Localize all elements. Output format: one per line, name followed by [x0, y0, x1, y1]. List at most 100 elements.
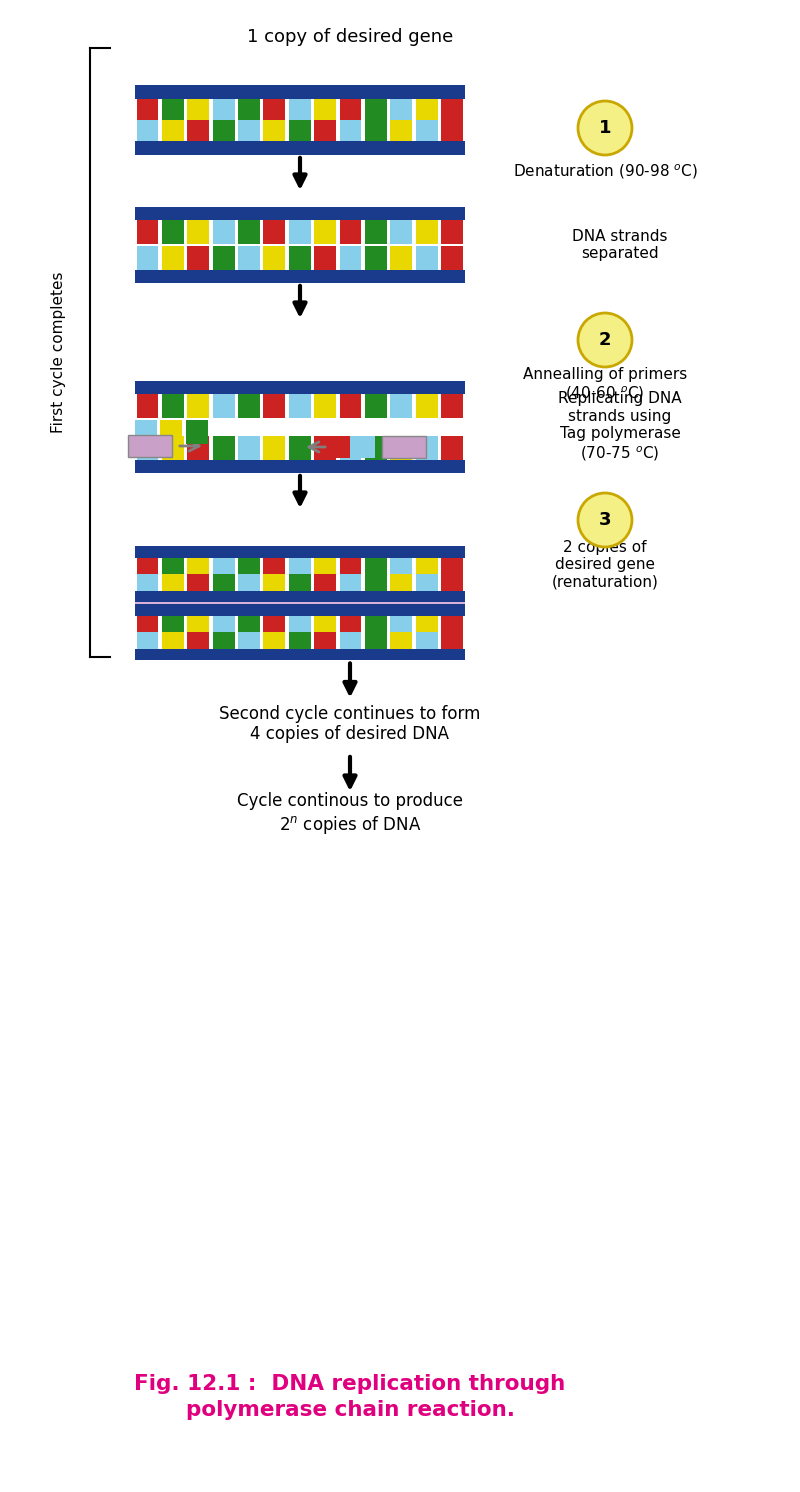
Bar — [289, 246, 310, 270]
Circle shape — [578, 492, 632, 548]
Bar — [263, 574, 286, 591]
Bar — [289, 219, 310, 245]
Bar — [339, 219, 362, 245]
Bar — [187, 98, 209, 119]
Bar — [390, 574, 412, 591]
Text: 1 copy of desired gene: 1 copy of desired gene — [247, 28, 453, 46]
Bar — [137, 633, 158, 649]
Bar — [238, 219, 260, 245]
Bar — [339, 633, 362, 649]
Bar — [390, 246, 412, 270]
Bar — [137, 98, 158, 119]
Bar — [238, 246, 260, 270]
Bar — [441, 574, 463, 591]
Bar — [137, 219, 158, 245]
Bar — [238, 633, 260, 649]
Bar — [339, 436, 362, 460]
Bar — [263, 98, 286, 119]
Bar — [314, 633, 336, 649]
Bar — [135, 546, 465, 558]
Bar — [213, 558, 234, 574]
Bar — [263, 246, 286, 270]
Bar — [263, 558, 286, 574]
Bar — [137, 394, 158, 418]
Bar — [441, 98, 463, 119]
Bar — [162, 219, 184, 245]
Bar — [187, 246, 209, 270]
Bar — [339, 616, 362, 633]
Bar — [213, 119, 234, 142]
Bar — [263, 616, 286, 633]
Bar — [162, 558, 184, 574]
Text: Fig. 12.1 :  DNA replication through
polymerase chain reaction.: Fig. 12.1 : DNA replication through poly… — [134, 1374, 566, 1420]
Bar — [289, 616, 310, 633]
Bar — [263, 633, 286, 649]
Bar — [289, 574, 310, 591]
Bar — [289, 436, 310, 460]
Text: 3: 3 — [598, 510, 611, 530]
FancyBboxPatch shape — [382, 436, 426, 458]
Bar — [135, 142, 465, 155]
Bar — [162, 119, 184, 142]
Bar — [416, 574, 438, 591]
Bar — [441, 616, 463, 633]
Bar — [135, 649, 465, 661]
Bar — [186, 421, 208, 445]
Bar — [416, 616, 438, 633]
Bar — [339, 119, 362, 142]
Bar — [263, 219, 286, 245]
Bar — [187, 633, 209, 649]
Bar — [314, 394, 336, 418]
Text: 2 copies of
desired gene
(renaturation): 2 copies of desired gene (renaturation) — [551, 540, 658, 589]
Bar — [187, 219, 209, 245]
Bar — [162, 436, 184, 460]
Bar — [238, 394, 260, 418]
Bar — [328, 436, 350, 458]
Bar — [160, 421, 182, 445]
Bar — [390, 616, 412, 633]
Text: Cycle continous to produce
2$^n$ copies of DNA: Cycle continous to produce 2$^n$ copies … — [237, 792, 463, 836]
Circle shape — [578, 101, 632, 155]
Bar — [390, 394, 412, 418]
Bar — [314, 98, 336, 119]
Bar — [390, 633, 412, 649]
Bar — [441, 436, 463, 460]
Bar — [365, 574, 387, 591]
Bar — [187, 616, 209, 633]
Bar — [135, 421, 157, 445]
Bar — [162, 633, 184, 649]
Bar — [289, 633, 310, 649]
Bar — [314, 246, 336, 270]
Bar — [289, 394, 310, 418]
Bar — [289, 119, 310, 142]
Bar — [339, 558, 362, 574]
Text: 1: 1 — [598, 119, 611, 137]
Bar — [187, 574, 209, 591]
Bar — [187, 394, 209, 418]
Bar — [365, 394, 387, 418]
Bar — [441, 558, 463, 574]
Bar — [135, 207, 465, 219]
Bar — [162, 246, 184, 270]
Bar — [187, 436, 209, 460]
Text: First cycle completes: First cycle completes — [50, 272, 66, 433]
Text: DNA strands
separated: DNA strands separated — [572, 228, 668, 261]
Bar — [441, 394, 463, 418]
Bar — [441, 219, 463, 245]
Text: Second cycle continues to form
4 copies of desired DNA: Second cycle continues to form 4 copies … — [219, 704, 481, 743]
Bar — [213, 98, 234, 119]
Bar — [390, 558, 412, 574]
Bar — [441, 119, 463, 142]
Text: 2: 2 — [598, 331, 611, 349]
Bar — [289, 558, 310, 574]
Bar — [416, 436, 438, 460]
Bar — [238, 616, 260, 633]
Bar — [187, 558, 209, 574]
Circle shape — [578, 313, 632, 367]
Bar — [416, 246, 438, 270]
Bar — [137, 436, 158, 460]
Bar — [238, 558, 260, 574]
Bar — [238, 98, 260, 119]
Bar — [365, 119, 387, 142]
Bar — [365, 246, 387, 270]
